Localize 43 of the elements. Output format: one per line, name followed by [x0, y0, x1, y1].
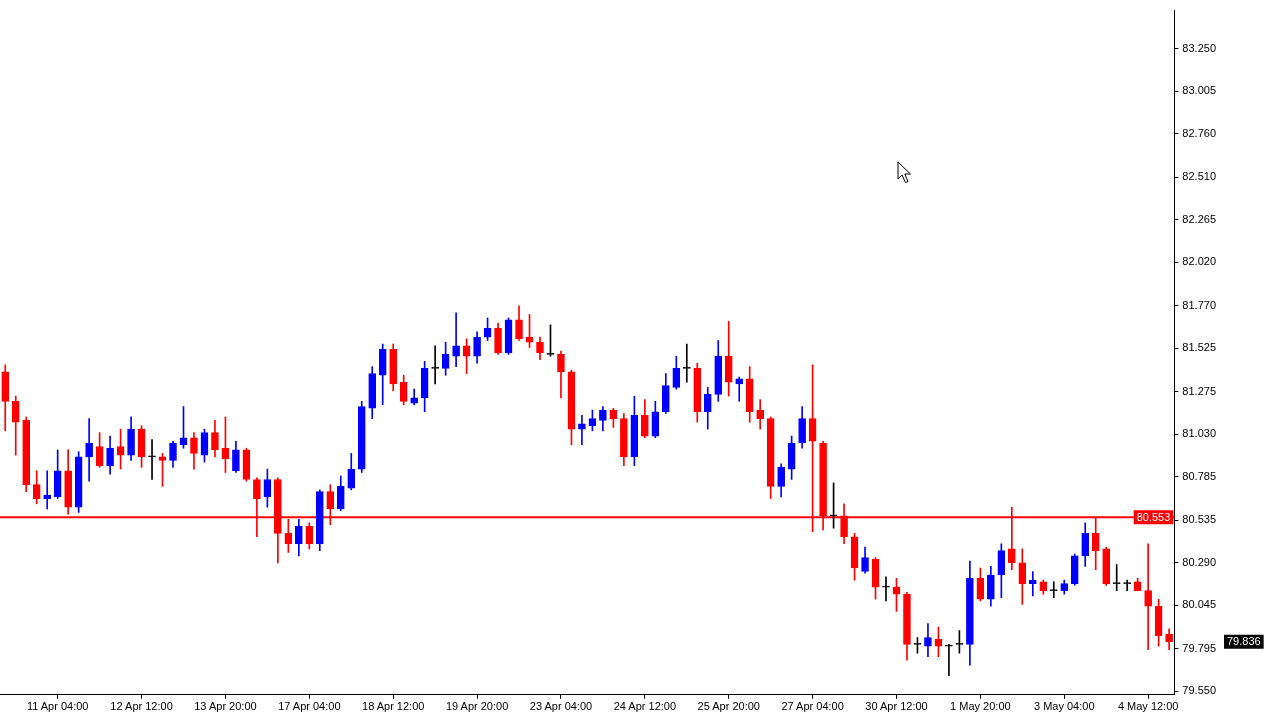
x-tick-label: 23 Apr 04:00	[529, 700, 593, 713]
candlestick	[452, 312, 460, 367]
y-tick-label: 80.785	[1182, 469, 1217, 482]
x-tick-label: 27 Apr 04:00	[781, 700, 844, 713]
x-tick-label: 1 May 20:00	[950, 700, 1011, 713]
y-tick-label: 83.250	[1182, 41, 1217, 54]
candlestick	[682, 343, 691, 383]
y-tick-label: 82.020	[1182, 255, 1217, 268]
y-tick-label: 79.795	[1182, 641, 1217, 654]
y-tick-label: 81.030	[1182, 427, 1217, 440]
x-tick-label: 18 Apr 12:00	[362, 700, 425, 713]
x-tick-label: 30 Apr 12:00	[865, 700, 928, 713]
x-tick-label: 17 Apr 04:00	[278, 700, 341, 713]
text: 79.836	[1227, 635, 1261, 648]
y-tick-label: 81.275	[1182, 384, 1217, 397]
y-tick-label: 83.005	[1182, 84, 1217, 97]
y-tick-label: 80.535	[1182, 513, 1217, 526]
x-tick-label: 4 May 12:00	[1117, 700, 1179, 713]
y-tick-label: 81.770	[1182, 298, 1217, 311]
y-tick-label: 81.525	[1182, 341, 1217, 354]
candlestick	[882, 576, 890, 602]
x-tick-label: 11 Apr 04:00	[26, 700, 89, 713]
x-tick-label: 24 Apr 12:00	[613, 700, 677, 713]
candlestick	[148, 439, 156, 480]
candlestick	[431, 345, 439, 385]
y-tick-label: 80.045	[1182, 598, 1217, 611]
candlestick	[43, 470, 52, 510]
x-tick-label: 3 May 04:00	[1033, 700, 1095, 713]
x-tick-label: 12 Apr 12:00	[110, 700, 173, 713]
candlestick	[1144, 543, 1152, 650]
candlestick	[85, 418, 93, 482]
x-tick-label: 25 Apr 20:00	[697, 700, 760, 713]
y-tick-label: 82.510	[1182, 170, 1217, 183]
candlestick	[945, 644, 953, 677]
candlestick	[1028, 571, 1037, 597]
ref-line-label: 80.553	[1136, 510, 1171, 523]
y-tick-label: 82.265	[1182, 212, 1217, 225]
y-tick-label: 82.760	[1182, 126, 1217, 139]
x-tick-label: 19 Apr 20:00	[445, 700, 509, 713]
candlestick	[735, 376, 744, 402]
y-tick-label: 79.550	[1182, 684, 1217, 697]
x-tick-label: 13 Apr 20:00	[194, 700, 257, 713]
y-tick-label: 80.290	[1182, 555, 1217, 568]
